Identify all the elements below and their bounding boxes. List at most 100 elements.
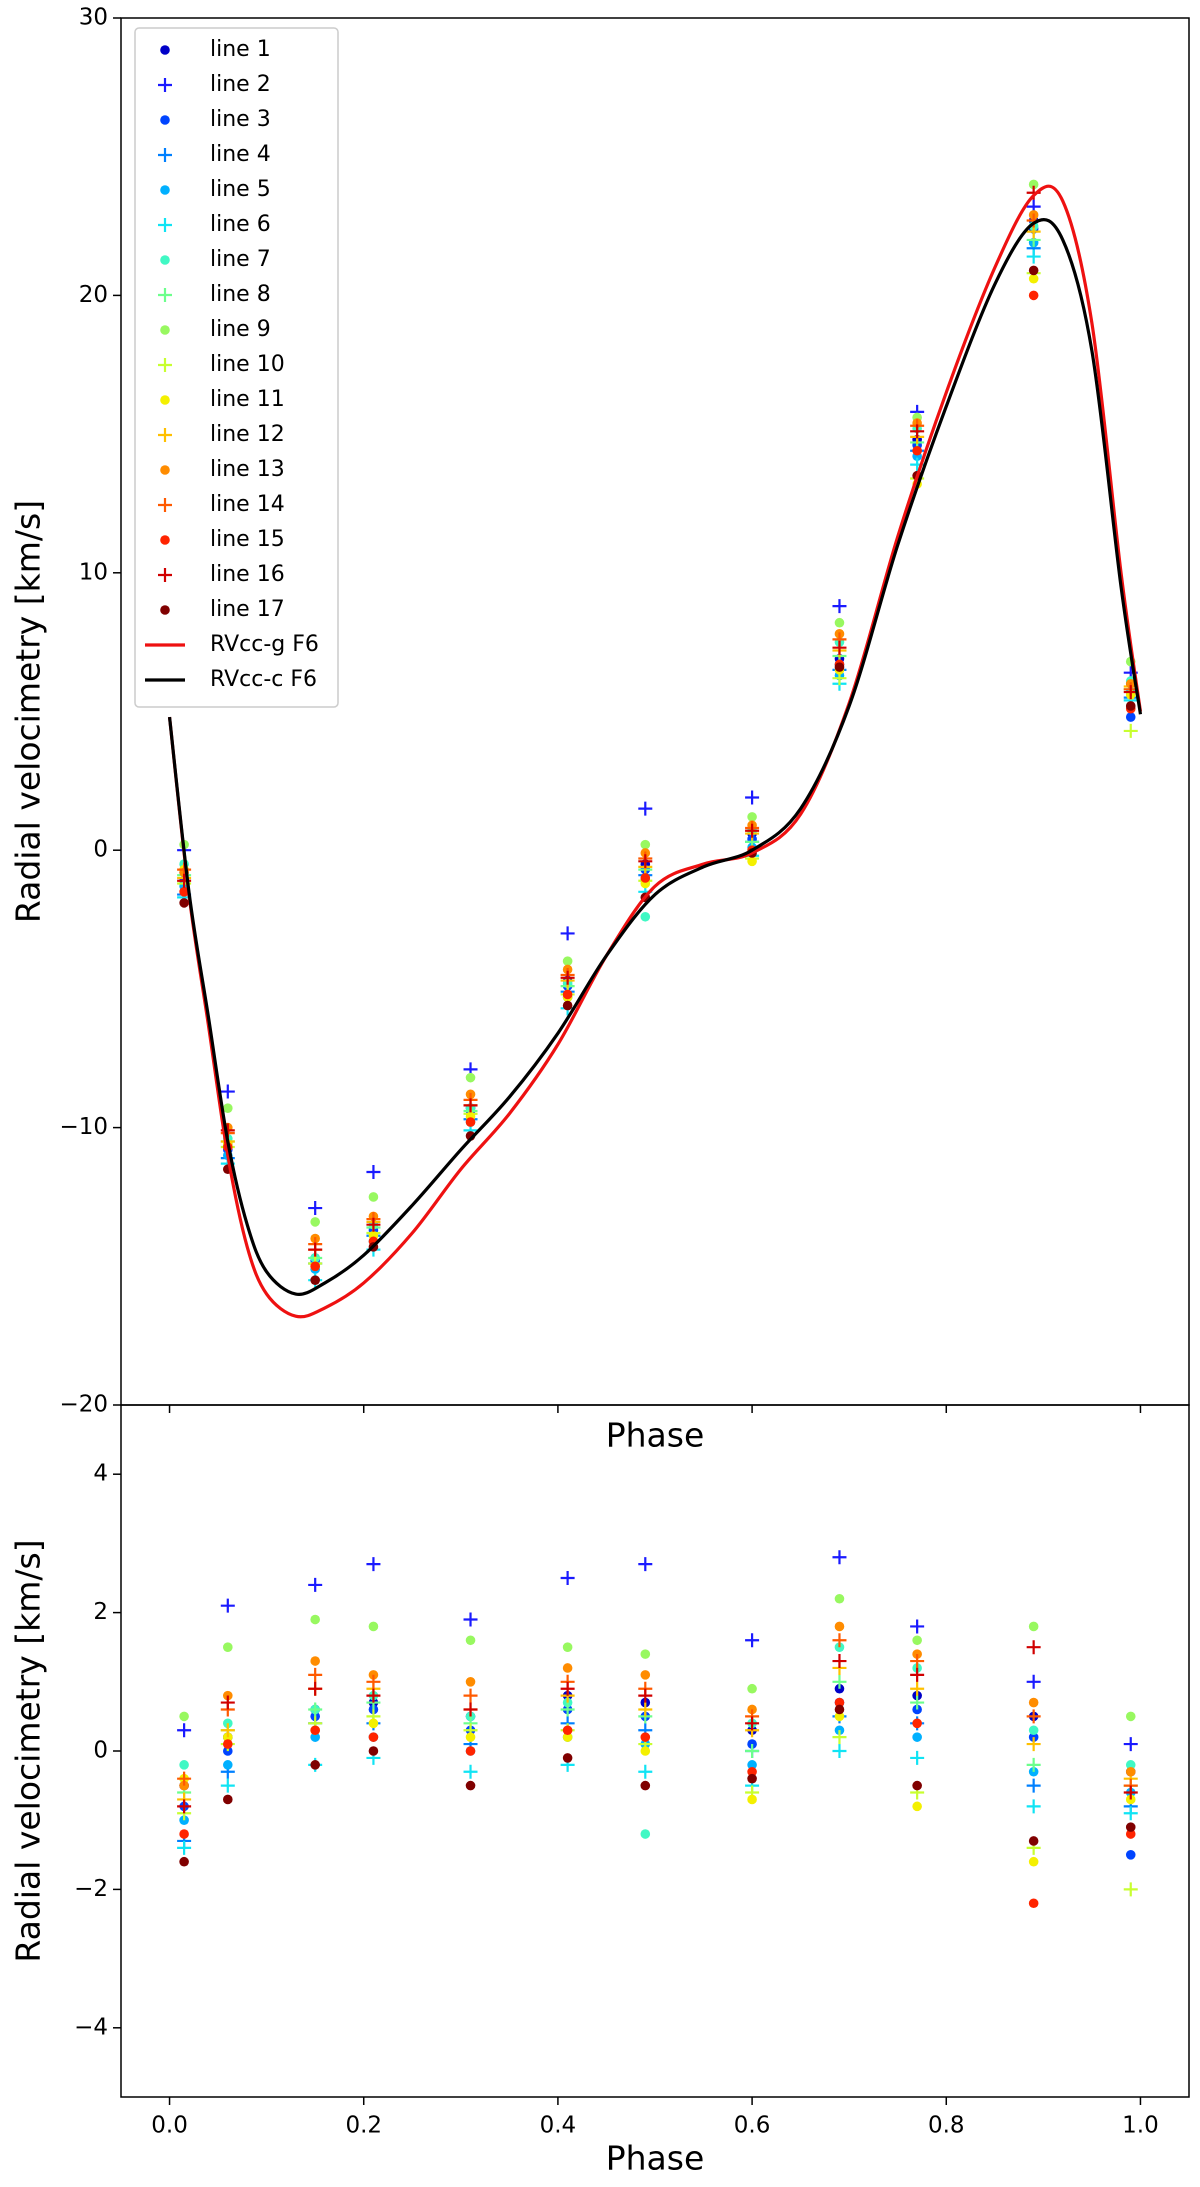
plus-marker — [638, 1557, 653, 1572]
y-tick-label: 4 — [93, 1461, 108, 1487]
legend-label: line 2 — [210, 72, 271, 97]
dot-marker — [160, 115, 170, 125]
plus-marker — [745, 1633, 760, 1648]
dot-marker — [179, 1829, 189, 1839]
plus-marker — [1123, 723, 1138, 738]
dot-marker — [640, 839, 651, 850]
y-axis-label: Radial velocimetry [km/s] — [9, 1539, 48, 1962]
plus-marker — [910, 424, 925, 439]
dot-marker — [1028, 1856, 1039, 1867]
plus-marker — [220, 1598, 235, 1613]
dot-marker — [747, 1760, 757, 1770]
dot-marker — [223, 1739, 233, 1749]
plus-marker — [1026, 1737, 1041, 1752]
dot-marker — [640, 1746, 651, 1756]
dot-marker — [562, 1753, 573, 1763]
legend-label: line 15 — [210, 527, 285, 552]
legend-label: line 16 — [210, 562, 285, 587]
legend-label: line 11 — [210, 387, 285, 412]
dot-marker — [368, 1621, 379, 1632]
plus-marker — [463, 1688, 478, 1703]
legend-label: line 5 — [210, 177, 271, 202]
dot-marker — [562, 1663, 573, 1673]
dot-marker — [912, 1718, 922, 1729]
dot-marker — [747, 1794, 757, 1805]
dot-marker — [160, 255, 170, 265]
dot-marker — [160, 465, 170, 475]
plus-marker — [910, 1750, 925, 1765]
plus-marker — [832, 1730, 847, 1745]
plus-marker — [910, 1654, 925, 1669]
x-tick-label: 1.0 — [1122, 2113, 1159, 2139]
x-tick-label: 0.0 — [151, 2113, 188, 2139]
legend-box — [134, 27, 339, 708]
axes-frame — [120, 1404, 1190, 2098]
plus-marker — [177, 1771, 192, 1786]
plus-marker — [220, 1723, 235, 1738]
y-tick-label: −10 — [59, 1114, 108, 1140]
dot-marker — [834, 1621, 845, 1632]
dot-marker — [1125, 1766, 1136, 1777]
plus-marker — [1123, 1785, 1138, 1800]
dot-marker — [465, 1746, 476, 1756]
dot-marker — [368, 1732, 379, 1742]
dot-marker — [179, 898, 189, 908]
plus-marker — [1026, 1757, 1041, 1772]
y-tick-label: −2 — [74, 1876, 108, 1902]
plus-marker — [1123, 1806, 1138, 1821]
legend-label: line 14 — [210, 492, 285, 517]
plus-marker — [158, 358, 172, 372]
plus-marker — [638, 854, 653, 869]
y-tick-label: −20 — [59, 1392, 108, 1418]
dot-marker — [912, 1732, 922, 1742]
dot-marker — [1125, 701, 1136, 711]
plus-marker — [220, 1084, 235, 1099]
dot-marker — [1125, 1850, 1136, 1860]
dot-marker — [834, 617, 845, 628]
plus-marker — [1026, 1799, 1041, 1814]
dot-marker — [1125, 1829, 1136, 1839]
plus-marker — [910, 1695, 925, 1710]
dot-marker — [223, 1760, 233, 1770]
plus-marker — [158, 498, 172, 512]
plus-marker — [1123, 1737, 1138, 1752]
dot-marker — [912, 445, 922, 456]
plus-marker — [308, 1702, 323, 1717]
legend-label: RVcc-g F6 — [210, 632, 319, 657]
plus-marker — [158, 288, 172, 302]
dot-marker — [912, 1801, 922, 1812]
legend-label: line 1 — [210, 37, 271, 62]
plus-marker — [832, 640, 847, 655]
y-axis-label: Radial velocimetry [km/s] — [9, 500, 48, 923]
dot-marker — [912, 1635, 922, 1646]
dot-marker — [1028, 290, 1039, 301]
plus-marker — [832, 599, 847, 614]
dot-marker — [465, 1732, 476, 1742]
dot-marker — [160, 185, 170, 195]
dot-marker — [310, 1261, 320, 1272]
dot-marker — [747, 1773, 757, 1784]
plus-marker — [366, 1164, 381, 1179]
plus-marker — [158, 568, 172, 582]
dot-marker — [1028, 265, 1039, 276]
dot-marker — [465, 1117, 476, 1127]
plus-marker — [308, 1577, 323, 1592]
dot-marker — [310, 1760, 320, 1770]
legend-label: line 9 — [210, 317, 271, 342]
x-axis-label: Phase — [606, 1416, 705, 1455]
legend-label: RVcc-c F6 — [210, 667, 317, 692]
plus-marker — [745, 1716, 760, 1731]
y-tick-label: 0 — [93, 837, 108, 863]
x-axis-label: Phase — [606, 2139, 705, 2178]
dot-marker — [465, 1677, 476, 1687]
y-tick-label: 30 — [79, 5, 108, 31]
dot-marker — [179, 1711, 189, 1722]
dot-marker — [465, 1072, 476, 1083]
legend-label: line 10 — [210, 352, 285, 377]
dot-marker — [1028, 1836, 1039, 1846]
plus-marker — [638, 1688, 653, 1703]
dot-marker — [310, 1656, 320, 1666]
plus-marker — [366, 1557, 381, 1572]
dot-marker — [310, 1275, 320, 1285]
plus-marker — [366, 1688, 381, 1703]
